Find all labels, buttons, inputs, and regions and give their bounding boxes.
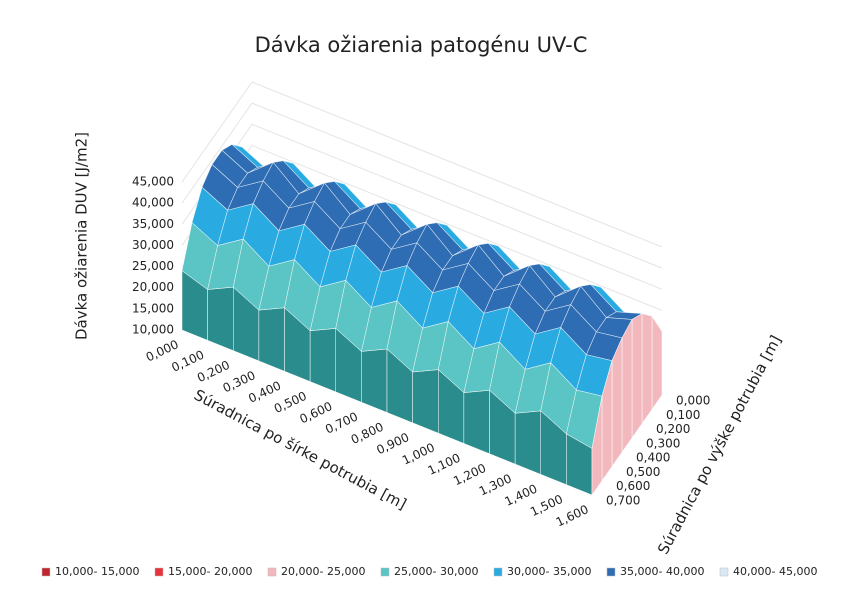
y-tick-label: 0,200 — [656, 422, 690, 436]
side-skirt — [651, 315, 663, 411]
front-skirt — [361, 348, 388, 413]
chart-title: Dávka ožiarenia patogénu UV-C — [255, 33, 588, 57]
z-tick-label: 30,000 — [132, 238, 174, 252]
y-tick-label: 0,100 — [666, 408, 700, 422]
grid-line — [181, 81, 663, 248]
y-tick-label: 0,300 — [646, 436, 680, 450]
legend-label: 25,000- 30,000 — [394, 565, 478, 578]
z-tick-label: 40,000 — [132, 196, 174, 210]
z-axis-title: Dávka ožiarenia DUV [J/m2] — [73, 132, 91, 340]
side-skirt — [631, 313, 643, 439]
y-tick-label: 0,600 — [616, 479, 650, 493]
front-skirt — [207, 286, 234, 351]
legend-label: 40,000- 45,000 — [733, 565, 817, 578]
y-tick-label: 0,400 — [636, 451, 670, 465]
y-tick-label: 0,700 — [606, 494, 640, 508]
front-skirt — [258, 307, 285, 372]
front-skirt — [514, 410, 541, 475]
side-skirt — [641, 313, 653, 425]
grid-line — [181, 102, 663, 269]
y-tick-label: 0,500 — [626, 465, 660, 479]
front-skirt — [309, 328, 336, 393]
legend-label: 15,000- 20,000 — [168, 565, 252, 578]
side-skirt — [621, 319, 633, 453]
z-tick-label: 15,000 — [132, 301, 174, 315]
z-tick-label: 25,000 — [132, 259, 174, 273]
front-skirt — [463, 390, 490, 455]
z-tick-label: 10,000 — [132, 323, 174, 337]
legend-swatch — [719, 567, 729, 577]
legend-swatch — [493, 567, 503, 577]
z-tick-label: 45,000 — [132, 175, 174, 189]
legend-label: 35,000- 40,000 — [620, 565, 704, 578]
legend-swatch — [380, 567, 390, 577]
side-skirt — [611, 337, 623, 468]
legend-label: 30,000- 35,000 — [507, 565, 591, 578]
y-tick-label: 0,000 — [676, 394, 710, 408]
legend-swatch — [267, 567, 277, 577]
legend-label: 20,000- 25,000 — [281, 565, 365, 578]
legend-label: 10,000- 15,000 — [55, 565, 139, 578]
legend-swatch — [154, 567, 164, 577]
front-skirt — [412, 369, 439, 434]
legend-swatch — [606, 567, 616, 577]
side-skirt — [591, 396, 603, 496]
legend-swatch — [41, 567, 51, 577]
z-tick-label: 20,000 — [132, 280, 174, 294]
z-tick-label: 35,000 — [132, 217, 174, 231]
